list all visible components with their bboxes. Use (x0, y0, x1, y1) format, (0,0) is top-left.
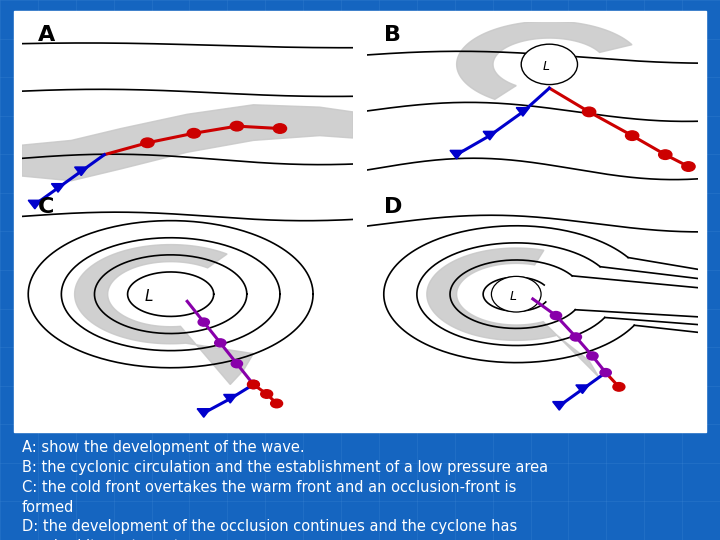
Text: L: L (543, 60, 550, 73)
Polygon shape (516, 107, 529, 116)
Circle shape (198, 318, 210, 326)
Circle shape (248, 380, 259, 389)
Circle shape (626, 131, 639, 140)
Circle shape (492, 276, 541, 312)
Polygon shape (427, 248, 599, 377)
Polygon shape (456, 21, 632, 99)
Polygon shape (22, 105, 353, 181)
Text: A: A (38, 25, 55, 45)
Circle shape (248, 381, 259, 388)
Text: A: show the development of the wave.
B: the cyclonic circulation and the establi: A: show the development of the wave. B: … (22, 440, 548, 540)
Circle shape (230, 122, 243, 131)
Circle shape (231, 360, 243, 368)
Text: L: L (144, 289, 153, 305)
Polygon shape (553, 402, 566, 410)
Circle shape (587, 352, 598, 360)
Text: D: D (384, 198, 402, 218)
Polygon shape (450, 150, 463, 159)
Circle shape (215, 339, 226, 347)
Circle shape (141, 138, 154, 147)
Polygon shape (576, 385, 589, 394)
Circle shape (187, 129, 200, 138)
Circle shape (570, 333, 582, 341)
Polygon shape (28, 200, 42, 209)
Circle shape (521, 44, 577, 85)
Text: C: C (38, 198, 55, 218)
Text: L: L (510, 290, 517, 303)
Circle shape (550, 312, 562, 320)
Circle shape (600, 369, 611, 376)
Circle shape (682, 162, 695, 171)
Circle shape (613, 382, 625, 391)
Circle shape (271, 399, 282, 408)
Polygon shape (483, 131, 496, 140)
Circle shape (274, 124, 287, 133)
FancyBboxPatch shape (14, 11, 706, 432)
Polygon shape (197, 409, 210, 417)
Text: B: B (384, 25, 401, 45)
Polygon shape (75, 167, 88, 176)
Circle shape (582, 107, 595, 117)
Circle shape (261, 390, 273, 399)
Polygon shape (224, 394, 237, 403)
Circle shape (659, 150, 672, 159)
Polygon shape (51, 184, 65, 192)
Polygon shape (75, 245, 253, 384)
